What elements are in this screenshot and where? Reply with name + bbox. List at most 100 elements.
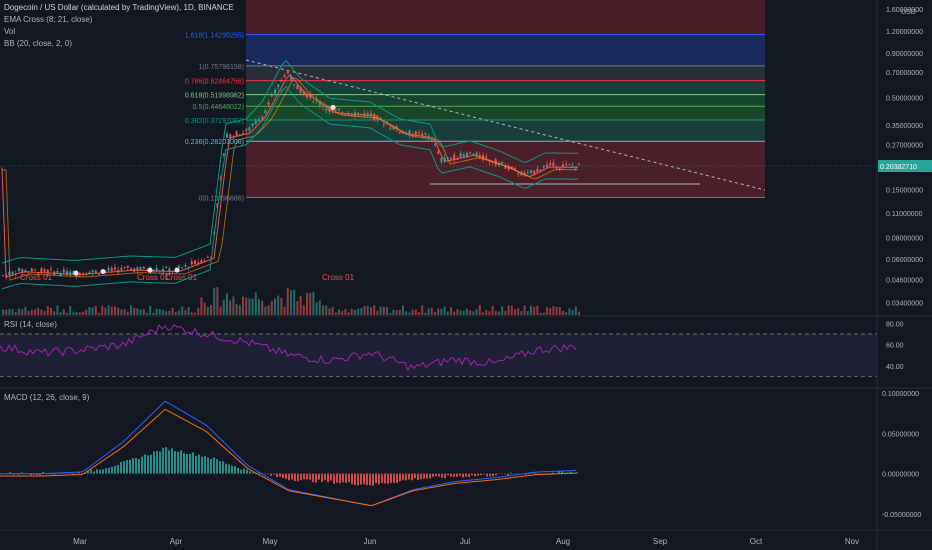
volume-bar xyxy=(5,309,8,315)
candle-body xyxy=(571,165,574,167)
candle-body xyxy=(181,267,184,269)
candle-body xyxy=(162,268,164,272)
candle-body xyxy=(200,260,203,264)
macd-histogram-bar xyxy=(162,447,164,474)
volume-bar xyxy=(395,310,398,315)
candle-body xyxy=(338,108,340,110)
indicator-ema-cross[interactable]: EMA Cross (8, 21, close) xyxy=(4,15,93,24)
macd-histogram-bar xyxy=(204,456,206,474)
macd-histogram-bar xyxy=(147,455,149,474)
macd-histogram-bar xyxy=(315,473,317,483)
candle-body xyxy=(456,158,459,160)
macd-title[interactable]: MACD (12, 26, close, 9) xyxy=(4,393,90,402)
candle-body xyxy=(462,154,465,157)
volume-bar xyxy=(485,310,488,315)
cross-annotation: Cross 01 xyxy=(20,273,53,282)
macd-histogram-bar xyxy=(213,457,215,474)
macd-histogram-bar xyxy=(495,473,497,476)
macd-histogram-bar xyxy=(414,473,416,479)
volume-bar xyxy=(149,305,152,315)
macd-histogram-bar xyxy=(330,473,332,481)
candle-body xyxy=(283,75,286,78)
cross-annotation: Cross 01 xyxy=(165,273,198,282)
macd-histogram-bar xyxy=(135,457,137,474)
candle-body xyxy=(523,172,526,175)
indicator-vol[interactable]: Vol xyxy=(4,27,16,36)
volume-bar xyxy=(398,309,401,315)
volume-bar xyxy=(280,298,283,315)
candle-body xyxy=(491,161,494,163)
volume-bar xyxy=(501,306,504,315)
price-pane[interactable]: 1.618(1.14295255) 1(0.75796158) 0.786(0.62… xyxy=(0,0,877,315)
candle-body xyxy=(306,94,308,98)
macd-histogram-bar xyxy=(354,473,356,486)
volume-bar xyxy=(405,311,408,315)
candle-body xyxy=(11,271,14,275)
volume-bar xyxy=(427,308,430,315)
volume-bar xyxy=(507,305,510,315)
cross-marker xyxy=(100,269,106,275)
volume-bar xyxy=(530,305,532,315)
fib-level-label: 0.5(0.44648022) xyxy=(193,104,244,111)
candle-body xyxy=(568,164,571,166)
volume-bar xyxy=(258,299,260,315)
candle-body xyxy=(194,260,196,264)
volume-bar xyxy=(293,289,296,315)
volume-bar xyxy=(235,304,238,315)
macd-histogram-bar xyxy=(39,473,41,476)
volume-bar xyxy=(421,305,424,315)
candle-body xyxy=(366,113,369,116)
time-tick: May xyxy=(262,537,277,546)
price-tick: 0.08000000 xyxy=(886,235,923,242)
volume-bar xyxy=(242,296,244,315)
macd-histogram-bar xyxy=(468,473,470,478)
volume-bar xyxy=(82,311,84,315)
volume-bar xyxy=(517,308,520,315)
macd-histogram-bar xyxy=(381,473,383,483)
rsi-title[interactable]: RSI (14, close) xyxy=(4,320,57,329)
volume-bar xyxy=(91,307,94,315)
price-tick: 0.50000000 xyxy=(886,96,923,103)
candle-body xyxy=(370,113,372,116)
macd-histogram-bar xyxy=(300,473,302,481)
macd-tick: 0.10000000 xyxy=(882,391,919,398)
candle-body xyxy=(190,261,193,265)
candle-body xyxy=(414,131,417,137)
candle-body xyxy=(302,91,305,95)
volume-bar xyxy=(206,306,209,315)
candle-body xyxy=(344,114,347,116)
candle-body xyxy=(418,132,420,134)
candle-body xyxy=(238,134,241,136)
candle-body xyxy=(219,177,222,179)
candle-body xyxy=(258,119,260,122)
macd-histogram-bar xyxy=(60,473,62,475)
macd-histogram-bar xyxy=(225,463,227,474)
macd-histogram-bar xyxy=(18,473,20,475)
volume-bar xyxy=(331,306,334,315)
macd-histogram-bar xyxy=(90,469,92,474)
volume-bar xyxy=(536,305,539,315)
indicator-bb[interactable]: BB (20, close, 2, 0) xyxy=(4,39,73,48)
price-tick: 0.15000000 xyxy=(886,187,923,194)
fib-level-label: 0.236(0.28201008) xyxy=(185,139,244,146)
macd-histogram-bar xyxy=(552,472,554,474)
volume-bar xyxy=(178,310,180,315)
candle-body xyxy=(312,101,315,103)
rsi-line xyxy=(0,323,577,372)
candle-body xyxy=(280,79,283,82)
volume-bar xyxy=(350,308,353,315)
volume-bar xyxy=(114,306,116,315)
candle-body xyxy=(552,162,555,167)
volume-bar xyxy=(325,305,328,315)
candle-body xyxy=(69,271,72,275)
macd-histogram-bar xyxy=(108,467,110,474)
volume-bar xyxy=(59,312,62,315)
macd-histogram-bar xyxy=(528,473,530,475)
volume-bar xyxy=(392,309,395,315)
trend-line xyxy=(245,59,766,191)
volume-bar xyxy=(568,308,571,315)
volume-bar xyxy=(440,308,443,315)
rsi-band xyxy=(0,333,877,377)
candle-body xyxy=(539,169,542,171)
